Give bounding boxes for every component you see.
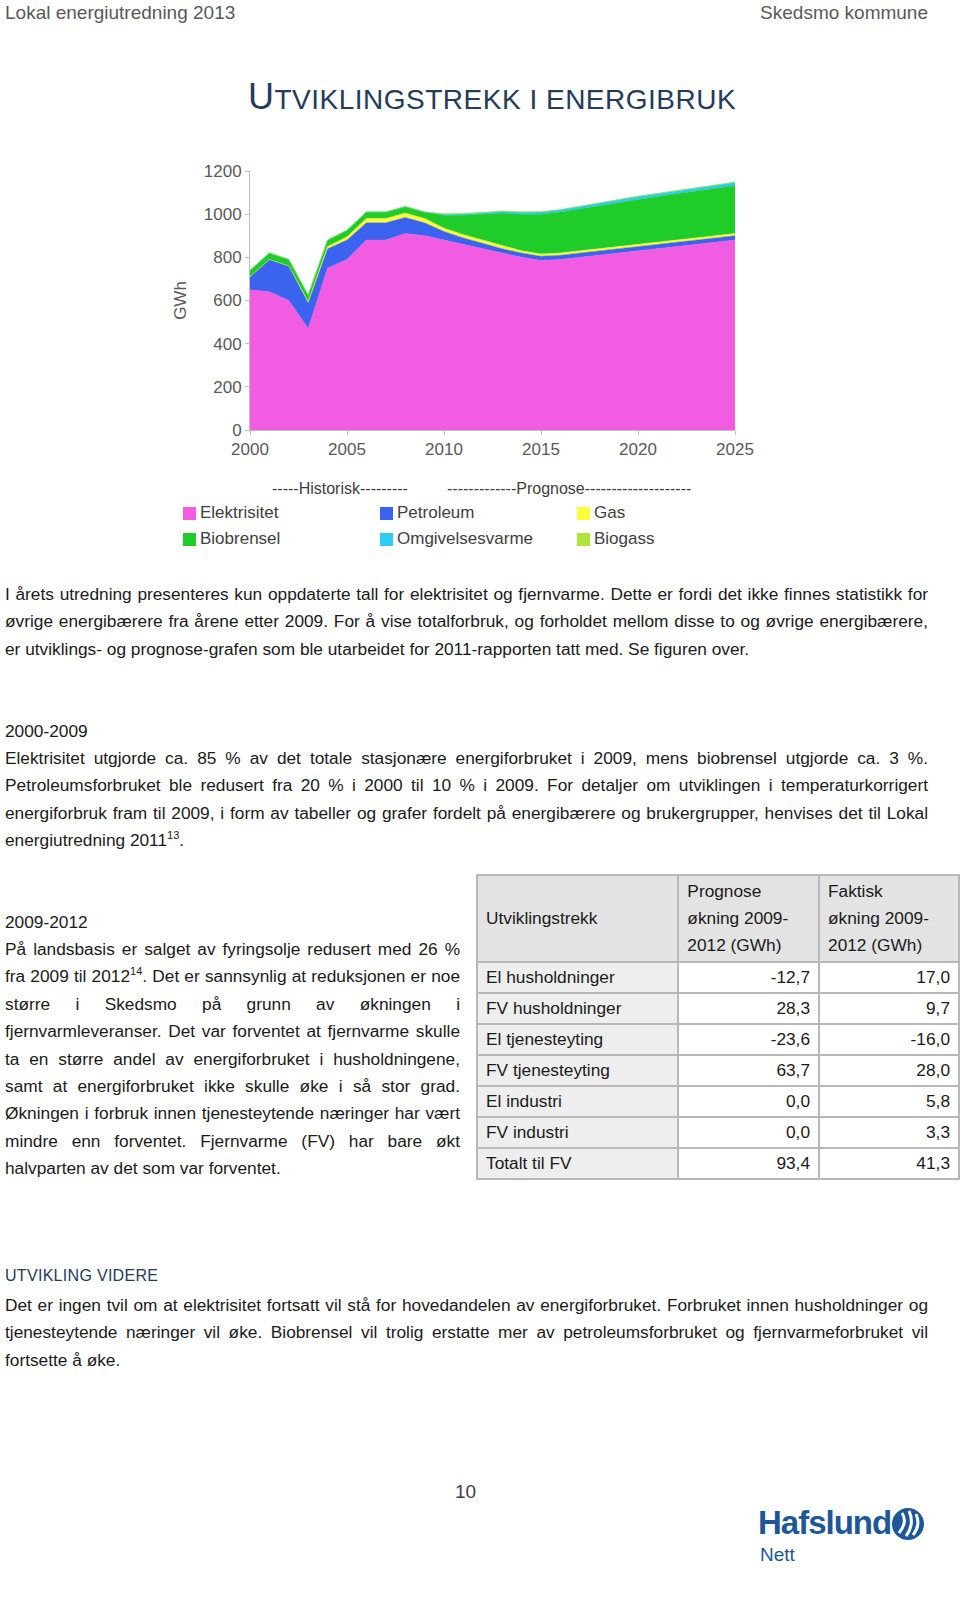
html-text:-------------Prognose---------: -------------Prognose-------------------…: [447, 480, 692, 497]
html-text:Omgivelsesvarme: Omgivelsesvarme: [397, 529, 533, 548]
html-text:El tjenesteyting: El tjenesteyting: [486, 1029, 604, 1049]
svg-text:1200: 1200: [204, 162, 242, 181]
html-text:3,3: 3,3: [926, 1122, 950, 1142]
svg-text:2005: 2005: [328, 440, 366, 459]
html-text:UTVIKLINGSTREKK I ENERGIBRUK: UTVIKLINGSTREKK I ENERGIBRUK: [248, 76, 737, 117]
html-text:Gas: Gas: [594, 503, 626, 522]
html-text:Det er ingen tvil om at elektr: Det er ingen tvil om at elektrisitet for…: [5, 1295, 928, 1370]
html-text:-16,0: -16,0: [910, 1029, 950, 1049]
html-text:Elektrisitet: Elektrisitet: [200, 503, 279, 522]
html-text:Faktisk økning 2009-2012 (GWh): Faktisk økning 2009-2012 (GWh): [828, 881, 929, 955]
svg-text:2010: 2010: [425, 440, 463, 459]
html-text:0,0: 0,0: [786, 1122, 810, 1142]
html-text:El husholdninger: El husholdninger: [486, 967, 615, 987]
html-text:Petroleum: Petroleum: [397, 503, 475, 522]
html-text:28,0: 28,0: [916, 1060, 950, 1080]
html-text:17,0: 17,0: [916, 967, 950, 987]
html-text:-23,6: -23,6: [770, 1029, 810, 1049]
html-text:Skedsmo kommune: Skedsmo kommune: [760, 2, 928, 23]
html-text:Elektrisitet utgjorde ca. 85 %: Elektrisitet utgjorde ca. 85 % av det to…: [5, 748, 928, 851]
svg-text:800: 800: [213, 248, 241, 267]
html-text:UTVIKLING VIDERE: UTVIKLING VIDERE: [5, 1267, 159, 1284]
svg-text:2000: 2000: [231, 440, 269, 459]
html-text:9,7: 9,7: [926, 998, 950, 1018]
html-text:FV tjenesteyting: FV tjenesteyting: [486, 1060, 610, 1080]
html-text:-12,7: -12,7: [770, 967, 810, 987]
svg-text:2020: 2020: [619, 440, 657, 459]
html-text:63,7: 63,7: [776, 1060, 810, 1080]
html-text:Utviklingstrekk: Utviklingstrekk: [486, 908, 598, 928]
html-text:2000-2009: 2000-2009: [5, 721, 88, 741]
html-text:Prognose økning 2009-2012 (GWh: Prognose økning 2009-2012 (GWh): [687, 881, 789, 955]
svg-text:0: 0: [232, 421, 241, 440]
svg-text:200: 200: [213, 378, 241, 397]
html-text:Nett: Nett: [760, 1544, 795, 1565]
html-text:Totalt til FV: Totalt til FV: [486, 1153, 572, 1173]
html-text:28,3: 28,3: [776, 998, 810, 1018]
html-text:5,8: 5,8: [926, 1091, 950, 1111]
html-text:0,0: 0,0: [786, 1091, 810, 1111]
html-text:41,3: 41,3: [916, 1153, 950, 1173]
html-text:Biobrensel: Biobrensel: [200, 529, 281, 548]
svg-text:600: 600: [213, 291, 241, 310]
svg-text:GWh: GWh: [171, 281, 190, 320]
html-text:Biogass: Biogass: [594, 529, 655, 548]
html-text:FV husholdninger: FV husholdninger: [486, 998, 622, 1018]
html-text:I årets utredning presenteres: I årets utredning presenteres kun oppdat…: [5, 584, 928, 659]
html-text:2009-2012: 2009-2012: [5, 912, 88, 932]
svg-text:2015: 2015: [522, 440, 560, 459]
html-text:På landsbasis er salget av fyr: På landsbasis er salget av fyringsolje r…: [5, 939, 460, 987]
html-text:93,4: 93,4: [776, 1153, 810, 1173]
html-text:14. Det er sannsynlig at reduk: 14. Det er sannsynlig at reduksjonen er …: [5, 965, 460, 1179]
html-text:FV industri: FV industri: [486, 1122, 569, 1142]
svg-text:1000: 1000: [204, 205, 242, 224]
html-text:-----Historisk---------: -----Historisk---------: [272, 480, 408, 497]
html-text:Lokal energiutredning 2013: Lokal energiutredning 2013: [5, 2, 236, 23]
html-text:Hafslund: Hafslund: [758, 1504, 892, 1541]
html-text:10: 10: [455, 1481, 477, 1502]
svg-text:2025: 2025: [716, 440, 754, 459]
svg-text:400: 400: [213, 335, 241, 354]
html-text:El industri: El industri: [486, 1091, 562, 1111]
